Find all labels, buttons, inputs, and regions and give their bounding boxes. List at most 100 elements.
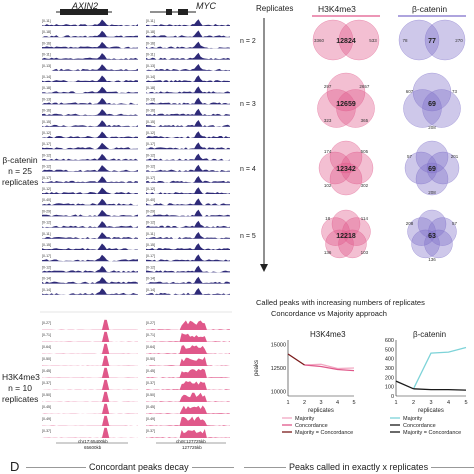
h3k-x-tick-label: 5 <box>352 400 355 406</box>
bcat-range-label-right: [0-15] <box>146 120 155 124</box>
bcat-track-left <box>42 209 138 217</box>
bcat-track-left <box>42 30 138 38</box>
bcat-y-tick-label: 200 <box>385 375 394 381</box>
bcat-venn-side-count: 57 <box>407 154 413 159</box>
bcat-track-right <box>146 187 230 194</box>
bcat-track-left <box>42 120 138 127</box>
bcat-track-right <box>146 176 230 183</box>
bcat-track-right <box>146 41 230 49</box>
bcat-y-tick-label: 600 <box>385 338 394 344</box>
h3k-range-label-right: [0-50] <box>146 357 155 361</box>
bcat-range-label-right: [0-17] <box>146 176 155 180</box>
h3k-venn-side-count: 3360 <box>314 38 325 43</box>
bcat-range-label: [0-17] <box>42 176 51 180</box>
bcat-venn-side-count: 208 <box>406 221 414 226</box>
h3k-venn-side-count: 302 <box>361 183 369 188</box>
genome-tracks-panel: [0-11] [0-11] [0-18] [0-18] [0-16] [0-16] [0-1… <box>0 0 232 462</box>
bcat-x-tick-label: 1 <box>394 400 397 406</box>
h3k-venn-circle <box>331 209 361 239</box>
bcat-range-label-right: [0-14] <box>146 288 155 292</box>
venn-header-replicates: Replicates <box>256 4 294 13</box>
venn-row-n-label: n = 4 <box>240 166 256 173</box>
h3k-label-line1: H3K4me3 <box>2 372 40 382</box>
bcat-venn-side-count: 136 <box>428 257 436 262</box>
h3k-x-tick-label: 1 <box>286 400 289 406</box>
bcat-track-right <box>146 232 230 239</box>
bcat-track-left <box>42 41 138 49</box>
bcat-venn-circle <box>424 19 466 61</box>
bcat-venn-circle <box>415 162 449 196</box>
h3k-range-label: [0-49] <box>42 417 51 421</box>
bcat-venn-side-count: 78 <box>402 38 408 43</box>
bcat-range-label-right: [0-16] <box>146 109 155 113</box>
bcat-venn-circle <box>403 89 442 128</box>
line-chart-right-title: β-catenin <box>413 330 447 339</box>
h3k-venn-side-count: 18 <box>325 216 331 221</box>
bcat-range-label: [0-16] <box>42 109 51 113</box>
h3k-label-line3: replicates <box>2 394 39 404</box>
bcat-track-right <box>146 19 230 26</box>
venn-row-n-label: n = 2 <box>240 38 256 45</box>
bcat-track-right <box>146 97 230 105</box>
bcat-range-label: [0-15] <box>42 243 51 247</box>
h3k-x-tick-label: 2 <box>303 400 306 406</box>
bcat-track-right <box>146 153 230 161</box>
h3k-range-label: [0-37] <box>42 429 51 433</box>
bcat-range-label: [0-29] <box>42 209 51 213</box>
h3k-series-line <box>304 364 355 372</box>
bcat-legend-label: Majority <box>403 416 423 422</box>
line-charts-title-1: Called peaks with increasing numbers of … <box>256 298 425 307</box>
h3k-venn-circle <box>338 229 367 259</box>
bcat-venn-side-count: 57 <box>452 221 458 226</box>
bcat-track-left <box>42 131 138 138</box>
venn-row-n-label: n = 3 <box>240 101 256 108</box>
h3k-y-axis-label: peaks <box>254 360 260 376</box>
h3k-range-label-right: [0-27] <box>146 321 155 325</box>
h3k-track-right <box>146 416 230 426</box>
h3k-track-right <box>146 345 230 354</box>
bcat-venn-circle <box>398 19 440 61</box>
h3k-track-left <box>42 391 138 402</box>
bcat-track-left <box>42 109 138 116</box>
bcat-range-label: [0-12] <box>42 131 51 135</box>
h3k-track-left <box>42 367 138 378</box>
bcat-track-label: β-catenin n = 25 replicates <box>2 155 38 188</box>
bcat-venn-side-count: 208 <box>428 125 436 130</box>
h3k-legend-label: Majority <box>295 416 315 422</box>
bcat-track-left <box>42 19 138 26</box>
line-charts-title-2: Concordance vs Majority approach <box>271 309 387 318</box>
h3k-range-label: [0-50] <box>42 393 51 397</box>
h3k-range-label-right: [0-37] <box>146 381 155 385</box>
myc-exon-1 <box>166 9 172 15</box>
bcat-range-label-right: [0-12] <box>146 131 155 135</box>
bcat-venn-center-count: 63 <box>428 233 436 240</box>
bcat-range-label: [0-40] <box>42 198 51 202</box>
h3k-venn-side-count: 103 <box>361 250 369 255</box>
h3k-venn-side-count: 365 <box>361 118 369 123</box>
bcat-range-label-right: [0-29] <box>146 209 155 213</box>
h3k-venn-circle <box>312 19 354 61</box>
h3k-track-label: H3K4me3 n = 10 replicates <box>2 372 40 405</box>
bcat-track-right <box>146 142 230 150</box>
h3k-range-label: [0-64] <box>42 345 51 349</box>
h3k-venn-circle <box>338 19 380 61</box>
bcat-track-left <box>42 221 138 228</box>
bcat-track-left <box>42 277 138 284</box>
h3k-x-tick-label: 4 <box>336 400 339 406</box>
h3k-series-line <box>287 353 305 366</box>
bcat-y-tick-label: 500 <box>385 347 394 353</box>
h3k-track-left <box>42 343 138 354</box>
bcat-range-label: [0-12] <box>42 221 51 225</box>
h3k-range-label-right: [0-50] <box>146 393 155 397</box>
bcat-track-left <box>42 165 138 172</box>
panel-letter: D <box>10 459 20 474</box>
h3k-x-tick-label: 3 <box>319 400 322 406</box>
h3k-venn-side-count: 505 <box>361 149 369 154</box>
bcat-x-tick-label: 5 <box>464 400 467 406</box>
h3k-range-label-right: [0-45] <box>146 369 155 373</box>
bcat-track-right <box>146 30 230 38</box>
h3k-y-tick-label: 15000 <box>271 343 286 349</box>
bcat-range-label: [0-17] <box>42 254 51 258</box>
bcat-range-label-right: [0-16] <box>146 41 155 45</box>
bcat-range-label: [0-12] <box>42 265 51 269</box>
